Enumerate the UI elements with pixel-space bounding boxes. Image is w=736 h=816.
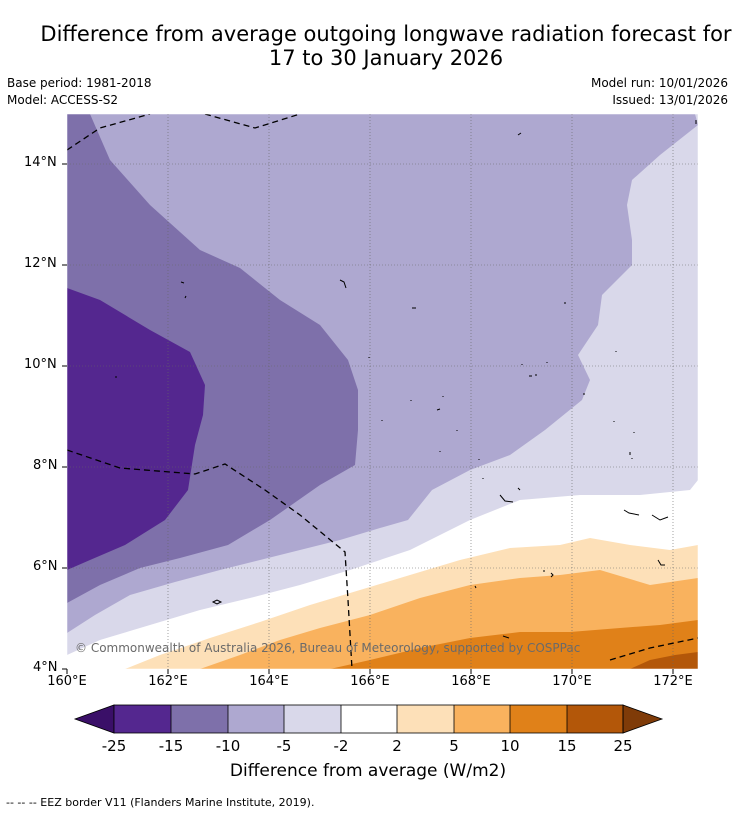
colorbar-bin-5-10 bbox=[454, 705, 510, 733]
colorbar-tick: -10 bbox=[215, 737, 241, 755]
field-10-15 bbox=[330, 620, 698, 669]
colorbar-bin-m2-2 bbox=[341, 705, 397, 733]
colorbar-label: Difference from average (W/m2) bbox=[229, 761, 507, 781]
field-15-25 bbox=[630, 652, 698, 669]
meta-right: Model run: 10/01/2026 Issued: 13/01/2026 bbox=[591, 75, 728, 109]
title-line-2: 17 to 30 January 2026 bbox=[268, 46, 504, 70]
lat-label-8n: 8°N bbox=[33, 458, 58, 473]
title-line-1: Difference from average outgoing longwav… bbox=[40, 22, 732, 46]
graticule bbox=[67, 114, 698, 669]
copyright-notice: © Commonwealth of Australia 2026, Bureau… bbox=[75, 641, 581, 655]
lon-label-162e: 162°E bbox=[148, 674, 188, 689]
colorbar-tick: 10 bbox=[500, 737, 520, 755]
colorbar-tick: 2 bbox=[392, 737, 402, 755]
chart-title: Difference from average outgoing longwav… bbox=[0, 22, 736, 70]
contour-fields bbox=[67, 114, 698, 669]
map-frame bbox=[66, 113, 699, 670]
base-period: Base period: 1981-2018 bbox=[7, 76, 152, 90]
colorbar-extend-min bbox=[73, 704, 115, 734]
eez-footnote: -- -- -- EEZ border V11 (Flanders Marine… bbox=[6, 796, 315, 809]
colorbar-bin-m25-m15 bbox=[114, 705, 171, 733]
colorbar-tick: 5 bbox=[449, 737, 459, 755]
colorbar-tick: 15 bbox=[557, 737, 577, 755]
model-run: Model run: 10/01/2026 bbox=[590, 76, 728, 90]
lon-label-164e: 164°E bbox=[249, 674, 289, 689]
meta-left: Base period: 1981-2018 Model: ACCESS-S2 bbox=[7, 75, 152, 109]
colorbar-extend-max bbox=[622, 704, 664, 734]
colorbar-bin-m10-m5 bbox=[228, 705, 284, 733]
lat-label-6n: 6°N bbox=[33, 559, 58, 574]
islands bbox=[115, 120, 697, 639]
issued-date: Issued: 13/01/2026 bbox=[612, 93, 728, 107]
colorbar-bin-10-15 bbox=[510, 705, 567, 733]
colorbar-bin-m15-m10 bbox=[171, 705, 228, 733]
lon-label-166e: 166°E bbox=[350, 674, 390, 689]
lon-label-160e: 160°E bbox=[47, 674, 87, 689]
lat-label-14n: 14°N bbox=[24, 155, 57, 170]
axis-ticks bbox=[62, 163, 674, 674]
lon-label-172e: 172°E bbox=[653, 674, 693, 689]
colorbar-tick: -5 bbox=[276, 737, 292, 755]
colorbar-bin-m5-m2 bbox=[284, 705, 341, 733]
eez-borders bbox=[67, 114, 698, 669]
lon-label-168e: 168°E bbox=[451, 674, 491, 689]
lon-label-170e: 170°E bbox=[552, 674, 592, 689]
colorbar-tick: -2 bbox=[333, 737, 349, 755]
colorbar-bin-15-25 bbox=[567, 705, 623, 733]
lat-label-12n: 12°N bbox=[24, 256, 57, 271]
colorbar-tick: -15 bbox=[158, 737, 184, 755]
field-m25-m15 bbox=[67, 288, 205, 570]
colorbar-bin-2-5 bbox=[397, 705, 454, 733]
model-name: Model: ACCESS-S2 bbox=[7, 93, 119, 107]
colorbar-tick: -25 bbox=[101, 737, 127, 755]
lat-label-10n: 10°N bbox=[24, 357, 57, 372]
colorbar-tick: 25 bbox=[613, 737, 633, 755]
colorbar-outline bbox=[113, 704, 624, 734]
lat-label-4n: 4°N bbox=[33, 660, 58, 675]
